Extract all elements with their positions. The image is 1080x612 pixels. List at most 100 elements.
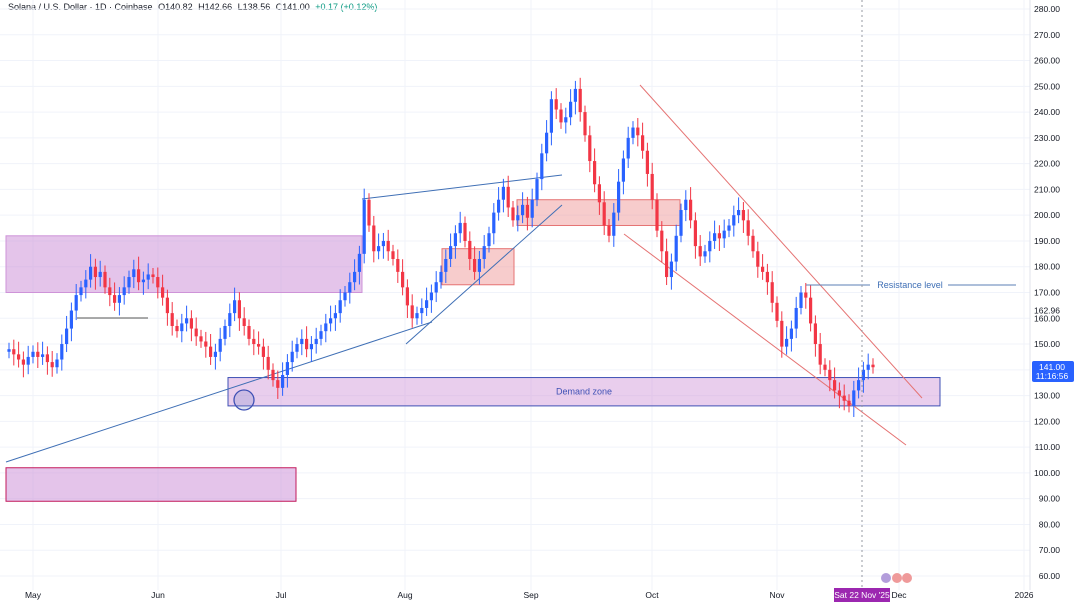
candle-body: [525, 204, 529, 218]
resistance-label: Resistance level: [877, 280, 943, 290]
candle-body: [290, 351, 294, 363]
candle-body: [122, 287, 126, 296]
time-tick-label: 2026: [1015, 590, 1034, 600]
candle-body: [746, 220, 750, 236]
candle-body: [573, 88, 577, 102]
price-tag-value: 141.00: [1039, 362, 1065, 372]
candle-body: [439, 271, 443, 283]
candle-body: [386, 240, 390, 252]
candle-body: [660, 230, 664, 252]
candle-body: [631, 127, 635, 138]
candle-body: [871, 364, 875, 368]
candle-body: [857, 380, 861, 391]
candle-body: [391, 251, 395, 259]
candle-body: [213, 351, 217, 357]
time-tick-label: May: [25, 590, 42, 600]
candle-body: [674, 235, 678, 262]
candle-body: [727, 225, 731, 231]
price-tick-label: 260.00: [1034, 56, 1060, 66]
candle-body: [693, 220, 697, 247]
candle-body: [247, 326, 251, 339]
price-tick-label: 210.00: [1034, 184, 1060, 194]
candle-body: [737, 210, 741, 216]
candle-body: [453, 233, 457, 247]
candle-body: [703, 251, 707, 257]
candle-body: [189, 318, 193, 329]
candle-body: [669, 261, 673, 278]
event-icons[interactable]: [881, 573, 912, 583]
candle-body: [429, 292, 433, 301]
price-tag-countdown: 11:16:56: [1036, 371, 1069, 381]
price-tick-label: 130.00: [1034, 391, 1060, 401]
time-tick-label: Aug: [397, 590, 412, 600]
candle-body: [242, 318, 246, 327]
chart-header: Solana / U.S. Dollar · 1D · Coinbase O14…: [8, 2, 377, 12]
candle-body: [233, 300, 237, 314]
candle-body: [756, 251, 760, 267]
candle-body: [852, 390, 856, 406]
price-tick-label: 180.00: [1034, 262, 1060, 272]
candles-layer: [7, 77, 875, 417]
zone-box: [227, 377, 941, 407]
candle-body: [372, 225, 376, 252]
candle-body: [36, 351, 40, 357]
candle-body: [842, 395, 846, 401]
candle-body: [717, 233, 721, 239]
candle-body: [559, 109, 563, 123]
candle-body: [69, 310, 73, 329]
candle-body: [770, 282, 774, 303]
candle-body: [305, 338, 309, 350]
candle-body: [569, 101, 573, 118]
candle-body: [175, 326, 179, 332]
candle-body: [617, 181, 621, 213]
candle-body: [564, 117, 568, 123]
candle-body: [434, 282, 438, 293]
candle-body: [641, 135, 645, 151]
candle-body: [89, 266, 93, 280]
candle-body: [861, 369, 865, 381]
candle-body: [218, 338, 222, 352]
symbol-title: Solana / U.S. Dollar · 1D · Coinbase: [8, 2, 153, 12]
candle-body: [847, 400, 851, 406]
candle-body: [487, 233, 491, 247]
candle-body: [828, 369, 832, 381]
candle-body: [583, 112, 587, 136]
candle-body: [17, 354, 21, 360]
candle-body: [405, 287, 409, 306]
candle-body: [689, 199, 693, 221]
candle-body: [809, 297, 813, 324]
candle-body: [506, 186, 510, 208]
candle-body: [329, 318, 333, 324]
candle-body: [281, 374, 285, 388]
price-tick-label: 60.00: [1039, 571, 1061, 581]
price-tick-label: 150.00: [1034, 339, 1060, 349]
candle-body: [324, 323, 328, 332]
candle-body: [194, 328, 198, 337]
candle-body: [362, 199, 366, 254]
candle-body: [261, 346, 265, 357]
candle-body: [602, 202, 606, 226]
candle-body: [357, 253, 361, 272]
candle-body: [425, 300, 429, 308]
candle-body: [151, 274, 155, 278]
candle-body: [333, 313, 337, 319]
candle-body: [348, 282, 352, 293]
candle-body: [530, 199, 534, 218]
candle-body: [866, 364, 870, 370]
candle-body: [252, 338, 256, 345]
candle-body: [684, 199, 688, 211]
candle-body: [415, 313, 419, 319]
price-tag: 141.00 11:16:56: [1032, 361, 1074, 382]
candle-body: [314, 338, 318, 345]
candle-body: [237, 300, 241, 319]
candle-body: [21, 359, 25, 365]
candle-body: [117, 295, 121, 303]
time-tick-label: Jul: [276, 590, 287, 600]
ohlc-high: H142.66: [198, 2, 233, 12]
candle-body: [41, 354, 45, 357]
ohlc-low: L138.56: [237, 2, 271, 12]
candle-body: [141, 279, 145, 283]
candle-body: [343, 292, 347, 301]
candle-body: [597, 184, 601, 203]
